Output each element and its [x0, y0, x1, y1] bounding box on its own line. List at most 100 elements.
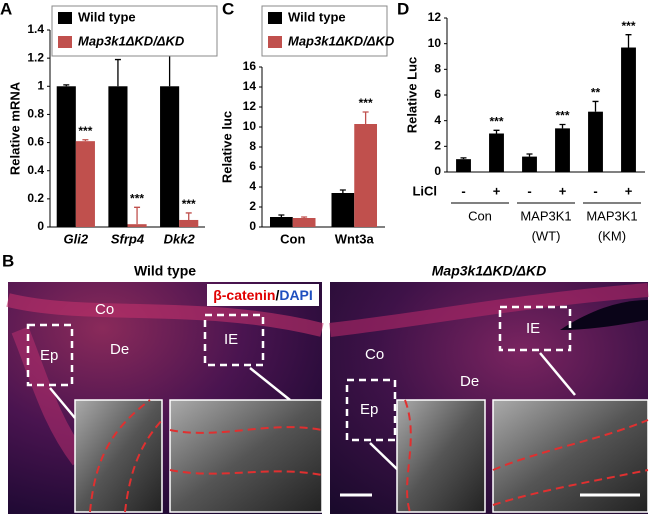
y-axis-label: Relative Luc — [404, 57, 419, 134]
y-tick-label: 0 — [434, 164, 441, 178]
x-tick-label: Sfrp4 — [111, 231, 145, 246]
y-tick-label: 6 — [249, 159, 256, 173]
y-tick-label: 1.4 — [27, 22, 44, 36]
legend-swatch — [268, 12, 282, 24]
legend-box — [261, 5, 388, 57]
bar — [292, 218, 316, 227]
bar — [75, 141, 95, 227]
region-label: De — [110, 341, 129, 358]
group-label: (KM) — [598, 228, 626, 243]
image-title: Wild type — [134, 263, 196, 279]
x-tick-label: - — [461, 183, 465, 198]
panel-letter: B — [2, 251, 14, 270]
y-axis-label: Relative mRNA — [7, 81, 22, 175]
region-label: IE — [224, 331, 238, 348]
x-tick-label: - — [593, 183, 597, 198]
y-tick-label: 2 — [249, 199, 256, 213]
legend-label: Wild type — [288, 9, 346, 24]
y-tick-label: 0.8 — [27, 107, 44, 121]
image-title: Map3k1ΔKD/ΔKD — [432, 263, 547, 279]
x-tick-label: Dkk2 — [164, 231, 196, 246]
x-tick-label: + — [493, 183, 501, 198]
region-label: IE — [526, 320, 540, 337]
y-tick-label: 14 — [243, 79, 257, 93]
y-tick-label: 0.6 — [27, 135, 44, 149]
bar — [331, 193, 355, 227]
bar — [354, 124, 378, 227]
significance-label: *** — [78, 124, 92, 138]
region-label: Ep — [360, 401, 378, 418]
legend-swatch — [268, 36, 282, 48]
y-tick-label: 10 — [428, 36, 442, 50]
stain: / — [275, 287, 279, 303]
y-axis-label: Relative luc — [219, 111, 234, 183]
bar — [160, 86, 180, 228]
legend-label: Wild type — [78, 9, 136, 24]
bar — [269, 217, 293, 227]
error-bar — [592, 100, 599, 112]
stain-label: β-catenin/DAPI — [213, 287, 313, 303]
significance-label: *** — [130, 191, 144, 205]
bar — [522, 156, 537, 172]
micrograph-mutant — [329, 282, 649, 514]
significance-label: *** — [182, 197, 196, 211]
y-tick-label: 0.2 — [27, 191, 44, 205]
error-bar — [278, 214, 285, 217]
y-tick-label: 0 — [249, 219, 256, 233]
row-label: LiCl — [412, 183, 437, 198]
group-label: (WT) — [532, 228, 561, 243]
bar — [555, 128, 570, 172]
error-bar — [339, 189, 346, 193]
significance-label: *** — [555, 109, 569, 123]
significance-label: *** — [489, 114, 503, 128]
x-tick-label: + — [559, 183, 567, 198]
y-tick-label: 0.4 — [27, 163, 44, 177]
group-label: MAP3K1 — [520, 208, 571, 223]
legend-box — [51, 5, 218, 57]
stain-box — [207, 284, 319, 306]
error-bar — [166, 54, 173, 87]
y-tick-label: 10 — [243, 119, 257, 133]
group-label: Con — [468, 208, 492, 223]
y-tick-label: 1.2 — [27, 50, 44, 64]
region-label: De — [460, 373, 479, 390]
x-tick-label: Gli2 — [64, 231, 89, 246]
panel-letter: D — [397, 0, 409, 18]
y-tick-label: 4 — [434, 113, 441, 127]
stain: β-catenin — [213, 287, 275, 303]
y-tick-label: 12 — [428, 10, 442, 24]
bar — [179, 219, 199, 227]
significance-label: ** — [591, 86, 601, 100]
legend-label: Map3k1ΔKD/ΔKD — [288, 33, 395, 48]
x-tick-label: + — [625, 183, 633, 198]
y-tick-label: 8 — [434, 62, 441, 76]
y-tick-label: 6 — [434, 87, 441, 101]
panel-letter: C — [222, 0, 234, 18]
x-tick-label: Con — [280, 231, 305, 246]
error-bar — [526, 153, 533, 157]
y-tick-label: 16 — [243, 59, 257, 73]
significance-label: *** — [359, 96, 373, 110]
significance-label: *** — [621, 19, 635, 33]
x-tick-label: Wnt3a — [335, 231, 375, 246]
bar — [489, 133, 504, 172]
region-label: Co — [95, 301, 114, 318]
bar — [127, 224, 147, 227]
y-tick-label: 0 — [37, 219, 44, 233]
y-tick-label: 4 — [249, 179, 256, 193]
region-label: Ep — [40, 347, 58, 364]
error-bar — [114, 58, 121, 87]
error-bar — [185, 212, 192, 220]
error-bar — [625, 34, 632, 48]
error-bar — [493, 129, 500, 134]
error-bar — [559, 123, 566, 129]
y-tick-label: 1 — [37, 78, 44, 92]
y-tick-label: 12 — [243, 99, 257, 113]
micrograph-wild-type — [6, 282, 324, 514]
bar — [621, 47, 636, 173]
legend-label: Map3k1ΔKD/ΔKD — [78, 33, 185, 48]
error-bar — [301, 216, 308, 218]
legend-swatch — [58, 36, 72, 48]
panel-letter: A — [0, 0, 12, 18]
